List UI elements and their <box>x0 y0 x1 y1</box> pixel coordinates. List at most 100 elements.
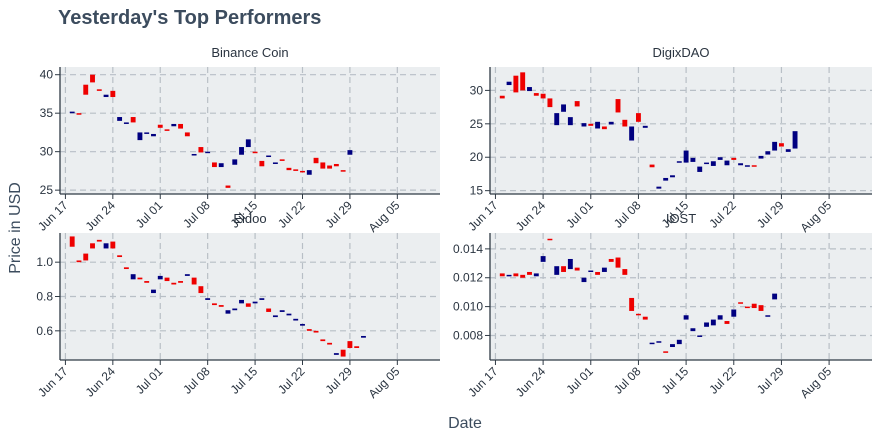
candle <box>608 258 614 262</box>
candle <box>144 281 150 283</box>
candle <box>137 132 143 141</box>
candle <box>670 344 675 348</box>
candle <box>272 315 278 318</box>
candle <box>164 129 170 131</box>
candle <box>157 124 163 128</box>
candle <box>615 99 621 113</box>
candle <box>581 277 587 283</box>
candle <box>642 316 648 320</box>
candle <box>704 322 709 327</box>
candle <box>212 303 217 306</box>
candle <box>710 319 716 326</box>
candle <box>506 274 512 277</box>
candle <box>785 149 791 152</box>
candle <box>218 163 224 168</box>
y-tick-label: 0.010 <box>453 300 483 314</box>
candle <box>601 267 607 272</box>
candle <box>588 270 594 273</box>
y-tick-label: 0.6 <box>36 324 53 338</box>
y-tick-label: 0.012 <box>453 271 483 285</box>
candle <box>683 315 689 320</box>
y-tick-label: 0.8 <box>36 290 53 304</box>
candle <box>710 161 716 166</box>
candle <box>649 164 655 168</box>
y-tick-label: 40 <box>40 68 54 82</box>
candle <box>758 155 764 159</box>
candle <box>567 258 573 270</box>
y-axis-label: Price in USD <box>7 182 24 274</box>
x-tick-label: Jun 17 <box>35 198 71 234</box>
x-tick-label: Jul 15 <box>659 364 692 397</box>
candle <box>279 310 285 312</box>
candle <box>690 157 696 162</box>
candle <box>157 275 163 280</box>
panel-background <box>490 67 872 194</box>
x-tick-label: Jun 17 <box>465 198 501 234</box>
candle <box>300 170 305 173</box>
x-tick-label: Jun 24 <box>513 364 549 400</box>
candle <box>239 147 244 155</box>
x-tick-label: Jul 22 <box>706 364 739 397</box>
candle <box>499 95 505 99</box>
candle <box>697 335 703 337</box>
candle <box>191 277 197 285</box>
candle <box>683 150 689 163</box>
candle <box>144 132 150 134</box>
x-tick-label: Aug 05 <box>366 364 403 401</box>
candle <box>704 162 709 165</box>
candle <box>232 159 238 165</box>
x-tick-label: Jul 08 <box>180 364 213 397</box>
candle <box>300 323 305 326</box>
candle <box>717 315 723 320</box>
panel-title: Eidoo <box>233 211 266 226</box>
candle <box>198 286 204 294</box>
x-tick-label: Jul 22 <box>706 198 739 231</box>
x-tick-label: Jul 01 <box>563 198 596 231</box>
candle <box>561 266 566 272</box>
candle <box>663 351 669 353</box>
candle <box>738 302 744 304</box>
candle <box>117 255 123 258</box>
candle <box>245 139 251 148</box>
candle <box>306 329 312 331</box>
candle <box>205 298 211 300</box>
candle <box>751 303 757 309</box>
candle <box>520 274 526 278</box>
candle <box>635 113 641 122</box>
candle <box>225 310 231 314</box>
panel-title: DigixDAO <box>652 45 709 60</box>
y-tick-label: 30 <box>40 145 54 159</box>
candle <box>513 75 519 93</box>
x-tick-label: Jul 08 <box>611 364 644 397</box>
candle <box>676 161 682 163</box>
x-tick-label: Jul 01 <box>563 364 596 397</box>
candle <box>333 163 339 167</box>
candle <box>252 151 258 154</box>
panel-title: Binance Coin <box>211 45 288 60</box>
candle <box>130 274 136 280</box>
candle <box>724 321 730 324</box>
candle <box>731 309 737 317</box>
x-tick-label: Aug 05 <box>797 364 834 401</box>
candle <box>574 101 580 107</box>
candle <box>171 282 177 285</box>
candle <box>320 339 326 342</box>
chart-title: Yesterday's Top Performers <box>58 7 321 29</box>
candle <box>252 301 258 304</box>
candle <box>778 143 784 147</box>
candle <box>245 303 251 307</box>
x-tick-label: Jul 08 <box>611 198 644 231</box>
x-tick-label: Jul 29 <box>322 364 355 397</box>
candle <box>622 269 628 275</box>
candle <box>306 170 312 175</box>
candle <box>567 117 573 126</box>
candle <box>361 335 366 338</box>
candle <box>588 123 594 126</box>
candle <box>670 175 675 178</box>
candle <box>554 266 560 275</box>
candle <box>69 111 75 114</box>
candle <box>164 277 170 282</box>
candle <box>506 81 512 86</box>
candle <box>103 94 109 98</box>
